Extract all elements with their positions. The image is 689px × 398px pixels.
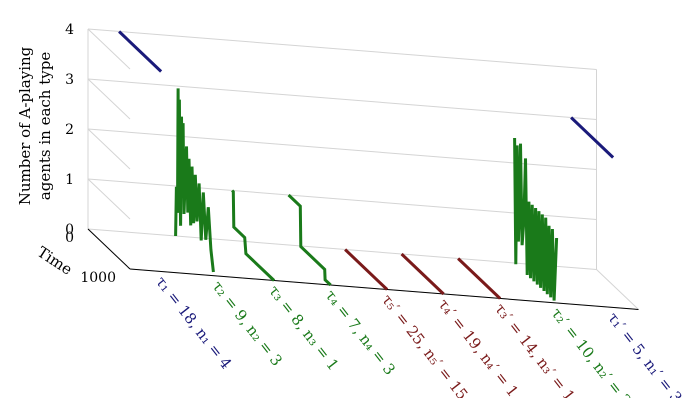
series-line-7: [457, 257, 502, 300]
y-tick-label: 2: [65, 122, 74, 138]
series-line-9: [570, 116, 615, 159]
grid-line-back-y1: [87, 178, 597, 220]
y-axis-label-line-2: agents in each type: [36, 52, 54, 201]
axis-ticks: 0 1 2 3 4 0 1000: [65, 22, 116, 286]
y-tick-label: 4: [65, 22, 74, 38]
series-line-4: [287, 193, 332, 287]
category-axis-line: [129, 268, 639, 310]
series-line-5: [344, 248, 389, 291]
depth-tick-label: 0: [65, 230, 74, 246]
grid-line-side-y2: [87, 128, 131, 170]
series-line-2: [174, 88, 215, 273]
grid-line-back-y2: [87, 128, 597, 170]
grid-line-floor-right: [596, 269, 639, 310]
series-line-3: [231, 189, 276, 282]
depth-tick-label: 1000: [80, 270, 116, 286]
chart-grid: [87, 28, 639, 310]
chart-series: [118, 30, 615, 301]
grid-line-side-y3: [87, 78, 131, 120]
y-tick-label: 0: [65, 222, 74, 238]
series-line-6: [400, 252, 445, 296]
series-line-1: [118, 30, 163, 73]
grid-line-side-y1: [87, 178, 131, 220]
grid-line-side-y4: [87, 28, 131, 70]
y-tick-label: 3: [65, 72, 74, 88]
depth-axis-line: [87, 228, 131, 270]
grid-line-back-y0: [87, 228, 597, 270]
y-axis-label-line-1: Number of A-playing: [16, 46, 34, 205]
y-tick-label: 1: [65, 172, 74, 188]
grid-line-back-y4: [87, 28, 597, 70]
series-line-8: [513, 137, 559, 301]
grid-line-back-y3: [87, 78, 597, 120]
depth-axis-label: Time: [34, 243, 76, 279]
